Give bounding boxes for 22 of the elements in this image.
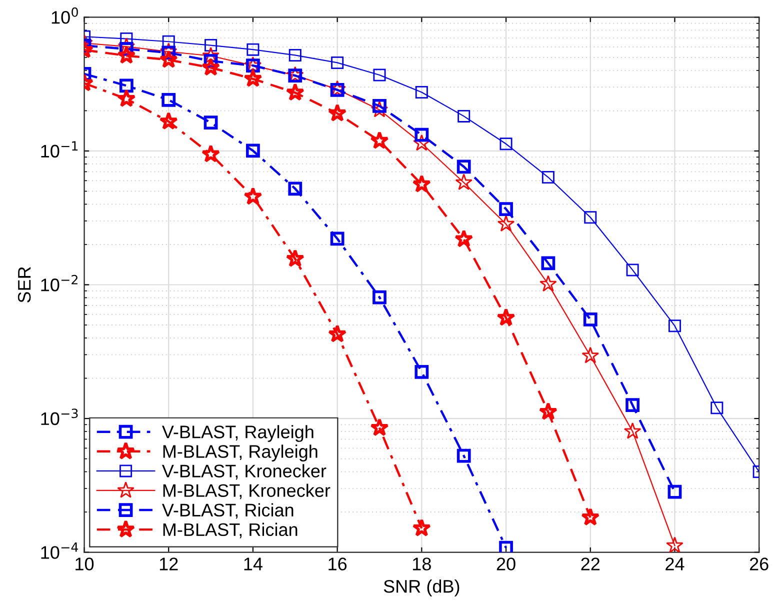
x-tick-label: 10 [76,558,94,570]
y-tick-label: 10$^{−4}$ [41,542,78,559]
x-tick-label: 12 [160,558,178,570]
x-tick-label: 20 [496,558,516,570]
x-tick-label: 16 [328,558,347,570]
x-tick-label: 18 [413,558,431,570]
x-tick-label: 24 [666,558,684,570]
legend-label: V-BLAST, Rician [162,503,294,519]
x-tick-label: 26 [750,558,768,570]
legend-label: M-BLAST, Rayleigh [163,444,318,462]
legend-label: V-BLAST, Kronecker [162,464,326,480]
y-tick-label: 10$^{−1}$ [41,141,78,158]
legend-label: M-BLAST, Rician [163,522,298,538]
y-tick-label: 10$^{−3}$ [41,408,78,426]
y-tick-label: 10$^{−2}$ [41,274,78,292]
x-axis-title: SNR (dB) [384,580,460,596]
y-axis-title: SER [18,267,31,302]
x-tick-label: 22 [581,558,600,570]
y-tick-label: 10$^{0}$ [52,7,78,24]
x-tick-label: 14 [244,558,262,570]
legend-label: V-BLAST, Rayleigh [162,425,314,442]
legend-label: M-BLAST, Kronecker [163,484,330,500]
